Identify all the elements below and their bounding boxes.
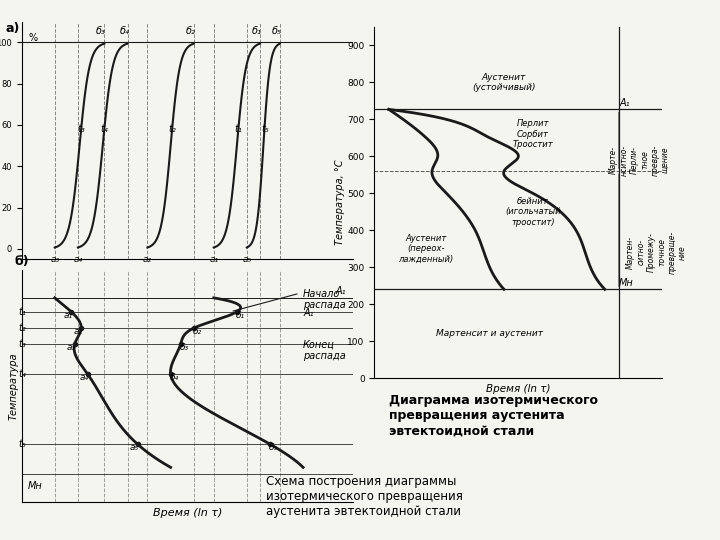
Text: Аустенит
(устойчивый): Аустенит (устойчивый) [472, 73, 536, 92]
Text: t₂: t₂ [168, 124, 176, 134]
Text: б): б) [15, 255, 30, 268]
Text: t₁: t₁ [235, 124, 243, 134]
Text: a₅: a₅ [130, 443, 139, 452]
Text: t₄: t₄ [101, 124, 108, 134]
X-axis label: Время (ln τ): Время (ln τ) [486, 383, 551, 394]
Text: б₅: б₅ [269, 443, 278, 452]
Text: Аустенит
(переох-
лажденный): Аустенит (переох- лажденный) [399, 234, 454, 264]
Text: А₁: А₁ [619, 98, 630, 109]
Text: бейнит
(игольчатый
троостит): бейнит (игольчатый троостит) [505, 197, 561, 227]
Text: Мартенсит и аустенит: Мартенсит и аустенит [436, 329, 543, 338]
Text: а₁: а₁ [209, 255, 218, 264]
Text: t₄: t₄ [19, 369, 27, 380]
Text: А₁: А₁ [303, 308, 314, 319]
Text: б₅: б₅ [271, 26, 282, 36]
Text: Мн: Мн [28, 481, 43, 491]
Text: t₂: t₂ [19, 323, 27, 333]
Text: t₅: t₅ [261, 124, 269, 134]
Text: Схема построения диаграммы
изотермического превращения
аустенита эвтектоидной ст: Схема построения диаграммы изотермическо… [266, 475, 463, 518]
Text: t₅: t₅ [19, 439, 27, 449]
X-axis label: Время (ln τ): Время (ln τ) [153, 508, 222, 518]
Text: а₅: а₅ [242, 255, 251, 264]
Text: б₁: б₁ [252, 26, 261, 36]
Text: t₃: t₃ [77, 124, 85, 134]
Text: б₄: б₄ [120, 26, 129, 36]
Text: t₃: t₃ [19, 339, 27, 349]
Text: б₂: б₂ [186, 26, 195, 36]
Text: a₂: a₂ [73, 327, 83, 336]
Text: а₂: а₂ [143, 255, 152, 264]
Text: %: % [28, 33, 37, 44]
Y-axis label: Температура, °С: Температура, °С [335, 160, 345, 245]
Text: Начало
распада: Начало распада [303, 288, 346, 310]
Text: a₁: a₁ [63, 310, 73, 320]
Text: Марте-
нситно-
Перли-
тное
превра-
щение: Марте- нситно- Перли- тное превра- щение [609, 144, 670, 176]
Text: А₁: А₁ [336, 286, 346, 295]
Text: б₃: б₃ [179, 343, 189, 352]
Text: a₄: a₄ [80, 373, 89, 382]
Text: Конец
распада: Конец распада [303, 340, 346, 361]
Text: а₄: а₄ [73, 255, 83, 264]
Text: б₂: б₂ [192, 327, 202, 336]
Text: б₄: б₄ [169, 373, 179, 382]
Text: a₃: a₃ [67, 343, 76, 352]
Text: Мартен-
ситно-
Промежу-
точное
превраще-
ние: Мартен- ситно- Промежу- точное превраще-… [626, 231, 687, 274]
Text: б₁: б₁ [235, 310, 245, 320]
Text: Перлит
Сорбит
Троостит: Перлит Сорбит Троостит [513, 119, 553, 149]
Text: t₁: t₁ [19, 307, 27, 317]
Text: а₃: а₃ [50, 255, 59, 264]
Text: б₃: б₃ [96, 26, 106, 36]
Text: Мн: Мн [619, 279, 634, 288]
Text: Диаграмма изотермического
превращения аустенита
эвтектоидной стали: Диаграмма изотермического превращения ау… [389, 394, 598, 437]
Text: а): а) [5, 22, 19, 35]
Y-axis label: Температура: Температура [9, 352, 19, 420]
